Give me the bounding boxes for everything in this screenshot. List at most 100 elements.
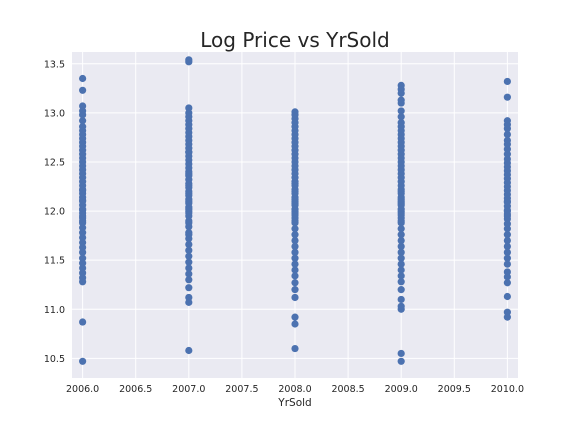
- y-tick-label: 12.0: [44, 207, 65, 218]
- y-axis-ticks: 10.5 11.0 11.5 12.0 12.5 13.0 13.5: [44, 59, 65, 365]
- scatter-point: [291, 320, 299, 328]
- scatter-point: [185, 181, 193, 190]
- scatter-point: [397, 119, 405, 127]
- scatter-point: [397, 231, 405, 239]
- scatter-point: [397, 81, 405, 89]
- scatter-point: [397, 187, 405, 196]
- scatter-point: [397, 217, 405, 225]
- y-tick-label: 11.0: [44, 305, 65, 316]
- scatter-point: [79, 123, 87, 131]
- scatter-point: [397, 242, 405, 251]
- scatter-point: [503, 254, 511, 262]
- scatter-point: [185, 284, 193, 292]
- scatter-point: [79, 357, 87, 365]
- scatter-point: [503, 136, 511, 144]
- scatter-point: [185, 209, 193, 217]
- scatter-point: [503, 236, 511, 245]
- scatter-point: [397, 107, 405, 115]
- scatter-point: [291, 286, 299, 294]
- scatter-point: [291, 293, 299, 302]
- scatter-point: [185, 264, 193, 272]
- scatter-point: [503, 308, 511, 316]
- y-tick-label: 10.5: [44, 354, 65, 365]
- x-tick-label: 2008.5: [331, 384, 364, 395]
- scatter-point: [397, 225, 405, 233]
- scatter-point: [185, 246, 193, 254]
- x-tick-label: 2006.0: [66, 384, 99, 395]
- scatter-point: [503, 93, 511, 101]
- scatter-point: [185, 189, 193, 197]
- scatter-point: [397, 96, 405, 104]
- scatter-point: [503, 260, 511, 268]
- scatter-point: [503, 212, 511, 220]
- scatter-point: [503, 77, 511, 86]
- scatter-point: [79, 254, 87, 262]
- scatter-point: [185, 270, 193, 278]
- scatter-point: [291, 242, 299, 251]
- x-axis-label: YrSold: [277, 397, 311, 409]
- scatter-point: [79, 196, 87, 204]
- scatter-point: [79, 217, 87, 225]
- scatter-point: [291, 187, 299, 196]
- scatter-point: [503, 268, 511, 276]
- x-axis-ticks: 2006.0 2006.5 2007.0 2007.5 2008.0 2008.5 2009…: [66, 384, 524, 395]
- scatter-point: [79, 117, 87, 125]
- scatter-point: [397, 236, 405, 245]
- scatter-point: [503, 197, 511, 205]
- scatter-point: [397, 254, 405, 262]
- scatter-point: [291, 344, 299, 353]
- scatter-point: [185, 276, 193, 284]
- scatter-point: [291, 231, 299, 239]
- scatter-point: [185, 293, 193, 302]
- scatter-point: [291, 279, 299, 287]
- scatter-point: [185, 104, 193, 112]
- scatter-point: [291, 272, 299, 280]
- scatter-point: [397, 113, 405, 121]
- scatter-point: [291, 217, 299, 225]
- scatter-point: [503, 292, 511, 301]
- x-tick-label: 2008.0: [278, 384, 311, 395]
- scatter-point: [185, 346, 193, 355]
- scatter-point: [185, 148, 193, 156]
- scatter-point: [291, 254, 299, 262]
- scatter-point: [185, 56, 193, 64]
- x-tick-label: 2006.5: [119, 384, 152, 395]
- scatter-point: [503, 130, 511, 139]
- scatter-point: [185, 170, 193, 178]
- scatter-point: [397, 302, 405, 310]
- scatter-point: [397, 286, 405, 294]
- x-tick-label: 2009.0: [385, 384, 418, 395]
- scatter-point: [503, 248, 511, 256]
- scatter-point: [503, 117, 511, 125]
- data-points: [79, 56, 511, 365]
- scatter-point: [397, 260, 405, 268]
- scatter-point: [397, 266, 405, 274]
- scatter-point: [79, 102, 87, 110]
- scatter-point: [291, 195, 299, 203]
- scatter-point: [397, 272, 405, 280]
- scatter-point: [503, 279, 511, 287]
- scatter-point: [291, 179, 299, 188]
- scatter-point: [79, 74, 87, 83]
- scatter-point: [397, 357, 405, 365]
- x-tick-label: 2009.5: [438, 384, 471, 395]
- scatter-point: [185, 240, 193, 249]
- scatter-point: [79, 186, 87, 195]
- scatter-point: [397, 211, 405, 219]
- scatter-point: [291, 108, 299, 116]
- scatter-point: [397, 349, 405, 358]
- scatter-point: [503, 231, 511, 239]
- scatter-point: [503, 242, 511, 251]
- scatter-point: [79, 206, 87, 214]
- scatter-point: [397, 295, 405, 304]
- y-tick-label: 11.5: [44, 256, 65, 267]
- scatter-point: [291, 211, 299, 219]
- scatter-point: [185, 219, 193, 227]
- scatter-point: [291, 248, 299, 256]
- scatter-point: [397, 248, 405, 256]
- scatter-point: [185, 258, 193, 266]
- chart-title: Log Price vs YrSold: [200, 28, 389, 52]
- scatter-point: [79, 318, 87, 326]
- x-tick-label: 2007.5: [225, 384, 258, 395]
